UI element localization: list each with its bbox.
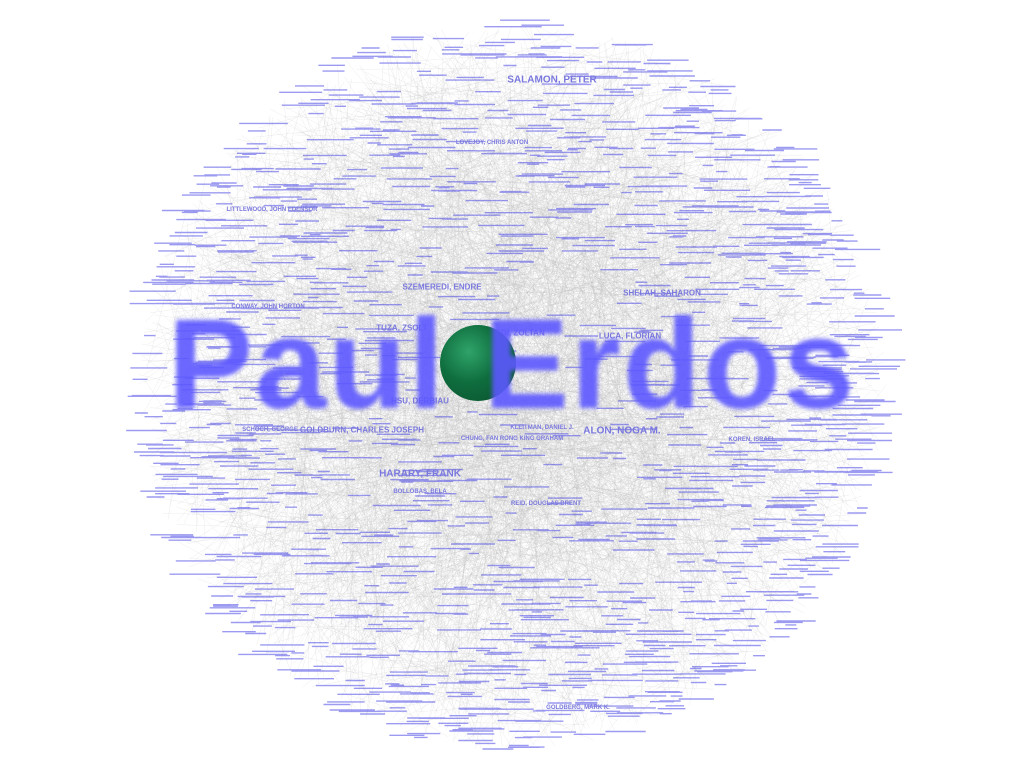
edge-paths — [138, 20, 886, 749]
collaborator-label[interactable]: SCHOCH, GEORGE — [242, 427, 298, 433]
collaborator-label[interactable]: ALON, NOGA M. — [583, 425, 661, 437]
collaborator-label[interactable]: SZEMEREDI, ENDRE — [402, 282, 482, 292]
collaborator-label[interactable]: SALAMON, PETER — [507, 74, 597, 86]
graph-title: Paul Erdos — [167, 293, 857, 436]
collaborator-label[interactable]: HSU, DERBIAU — [391, 396, 449, 406]
collaborator-label[interactable]: SHELAH, SAHARON — [623, 288, 701, 298]
collaborator-label[interactable]: BOLLOBAS, BELA — [393, 489, 447, 495]
collaborator-label[interactable]: KLEITMAN, DANIEL J. — [510, 425, 574, 431]
collaborator-label[interactable]: HARARY, FRANK — [379, 468, 461, 480]
tiny-vertex-label-marks — [126, 19, 906, 750]
collaborator-label[interactable]: REID, DOUGLAS BRENT — [510, 501, 582, 507]
collaborator-label[interactable]: LUCA, FLORIAN — [598, 331, 662, 341]
edge-group — [138, 20, 886, 749]
collaborator-label[interactable]: LOVEJOY, CHRIS ANTON — [455, 140, 529, 146]
collaborator-label[interactable]: GOLDBERG, MARK K. — [546, 705, 610, 711]
collaborator-label[interactable]: GOLDBURN, CHARLES JOSEPH — [299, 425, 425, 435]
center-node-erdos[interactable] — [440, 325, 516, 401]
label-marks — [126, 19, 906, 750]
collaborator-label[interactable]: FUREDI, ZOLTAN — [479, 328, 545, 338]
collaborator-label[interactable]: LITTLEWOOD, JOHN EDENSOR — [226, 207, 318, 213]
collaborator-label[interactable]: TUZA, ZSOLT — [376, 323, 428, 333]
collaborator-label[interactable]: CONWAY, JOHN HORTON — [231, 304, 305, 310]
collaborator-label[interactable]: KOREN, ISRAEL — [728, 437, 776, 443]
collaborator-label[interactable]: CHUNG, FAN RONG KING GRAHAM — [460, 436, 564, 442]
